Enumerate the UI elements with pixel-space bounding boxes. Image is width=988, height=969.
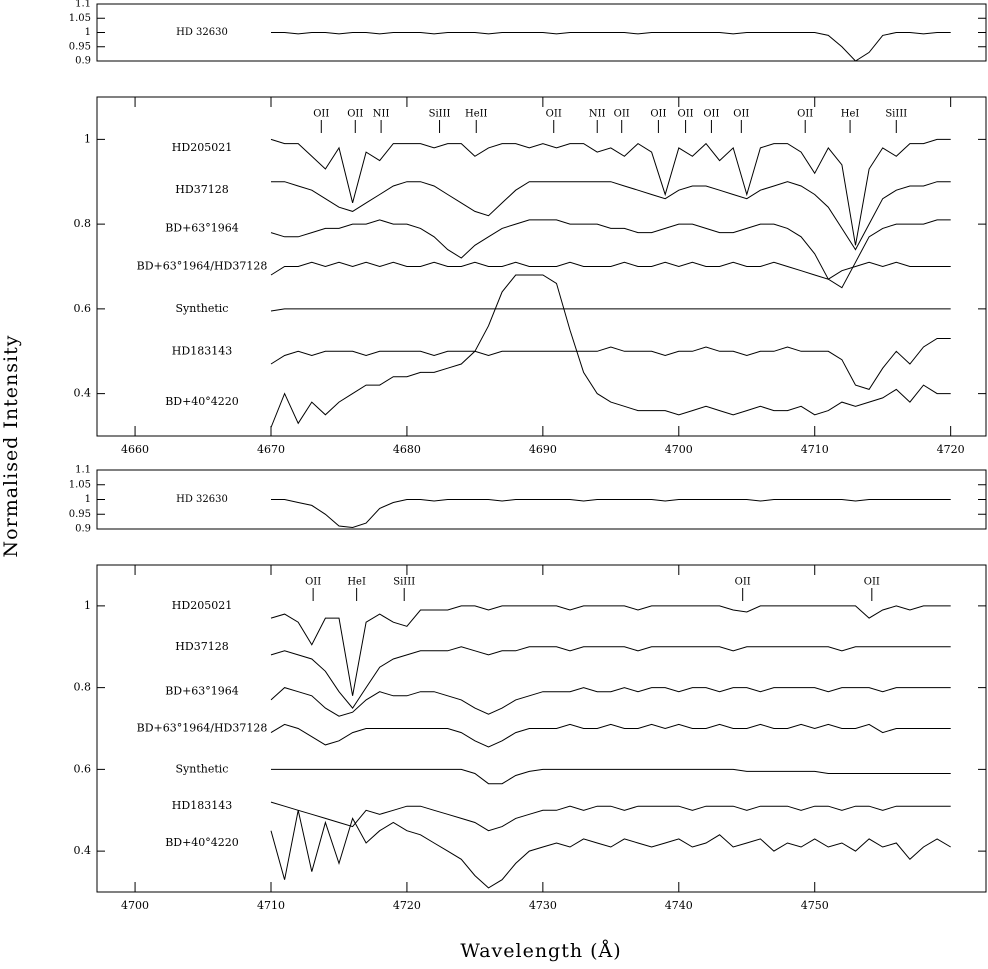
spectrum-line [271,32,951,62]
y-tick-label: 0.4 [74,387,92,400]
series-label: BD+63°1964 [165,685,239,698]
line-id-label: OII [797,109,813,120]
spectrum-line [270,810,951,889]
plot-frame [96,564,987,893]
spectrum-line [271,181,951,251]
x-tick-label: 4700 [665,443,693,456]
x-tick-label: 4740 [665,899,693,912]
spectrum-line [270,646,951,709]
line-id-label: OII [703,109,719,120]
line-id-label: OII [735,577,751,588]
spectrum-line [270,261,951,280]
line-id-label: HeI [347,577,366,588]
y-tick-label: 1.1 [75,0,91,10]
line-id-label: OII [305,577,321,588]
line-id-label: NII [373,109,390,120]
y-tick-label: 0.6 [74,762,92,775]
spectrum-line [270,138,951,246]
line-id-label: SiIII [885,109,907,120]
x-tick-label: 4680 [393,443,421,456]
y-tick-label: 0.4 [74,844,92,857]
line-id-label: OII [678,109,694,120]
series-label: BD+63°1964/HD37128 [137,722,268,735]
y-tick-label: 0.8 [74,681,92,694]
series-label: HD183143 [172,344,232,357]
x-tick-label: 4720 [937,443,965,456]
series-label: HD205021 [172,141,232,154]
line-id-label: HeII [465,109,488,120]
x-tick-label: 4700 [121,899,149,912]
series-label: HD205021 [172,599,232,612]
spectrum-line [270,308,951,312]
line-id-label: OII [864,577,880,588]
spectrum-line [270,605,951,696]
plot-frame [96,96,987,437]
series-label: BD+63°1964/HD37128 [137,260,268,273]
x-tick-label: 4710 [801,443,829,456]
spectrum-line [270,338,951,390]
line-id-label: HeI [841,109,860,120]
series-label: HD 32630 [176,27,228,38]
x-tick-label: 4730 [529,899,557,912]
series-label: HD 32630 [176,494,228,505]
y-tick-label: 0.95 [69,41,91,52]
line-id-label: OII [546,109,562,120]
line-id-label: OII [313,109,329,120]
series-label: HD37128 [175,183,228,196]
y-tick-label: 1.1 [75,465,91,476]
spectrum-line [270,801,951,832]
spectrum-line [270,687,951,717]
line-id-label: NII [589,109,606,120]
x-tick-label: 4670 [257,443,285,456]
y-axis-label: Normalised Intensity [0,335,22,558]
spectrum-line [270,219,951,289]
line-id-label: OII [347,109,363,120]
spectrum-line [270,274,951,428]
y-tick-label: 0.9 [75,524,91,535]
x-tick-label: 4710 [257,899,285,912]
series-label: HD183143 [172,799,232,812]
y-tick-label: 0.95 [69,509,91,520]
x-tick-label: 4660 [121,443,149,456]
series-label: Synthetic [176,762,229,775]
y-tick-label: 1 [85,494,91,505]
line-id-label: SiIII [393,577,415,588]
series-label: Synthetic [176,302,229,315]
series-label: BD+40°4220 [165,836,239,849]
y-tick-label: 1 [84,599,91,612]
series-label: BD+63°1964 [165,221,239,234]
line-id-label: SiIII [429,109,451,120]
x-tick-label: 4750 [801,899,829,912]
spectrum-line [270,723,951,748]
y-tick-label: 1.05 [69,479,91,490]
y-tick-label: 1.05 [69,13,91,24]
line-id-label: OII [650,109,666,120]
series-label: BD+40°4220 [165,395,239,408]
spectrum-line [271,768,951,785]
series-label: HD37128 [175,640,228,653]
y-tick-label: 0.8 [74,217,92,230]
x-tick-label: 4720 [393,899,421,912]
x-axis-label: Wavelength (Å) [460,940,621,962]
y-tick-label: 1 [84,132,91,145]
x-tick-label: 4690 [529,443,557,456]
y-tick-label: 1 [85,27,91,38]
spectrum-line [271,499,951,529]
line-id-label: OII [733,109,749,120]
y-tick-label: 0.6 [74,302,92,315]
y-tick-label: 0.9 [75,56,91,67]
line-id-label: OII [614,109,630,120]
